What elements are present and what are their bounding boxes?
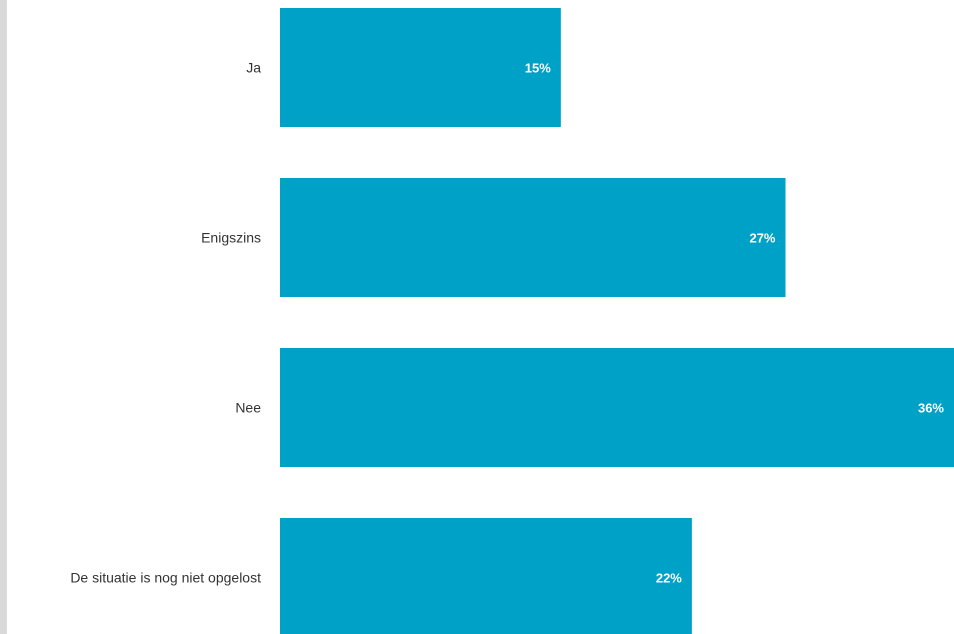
bar-3 (280, 518, 692, 634)
bar-0 (280, 8, 561, 127)
category-label-2: Nee (235, 400, 261, 416)
left-border-strip (0, 0, 7, 634)
value-label-3: 22% (656, 571, 682, 586)
value-label-0: 15% (525, 61, 551, 76)
category-label-3: De situatie is nog niet opgelost (70, 570, 261, 586)
value-label-2: 36% (918, 401, 944, 416)
category-label-0: Ja (246, 60, 261, 76)
bar-1 (280, 178, 786, 297)
value-label-1: 27% (749, 231, 775, 246)
category-label-1: Enigszins (201, 230, 261, 246)
bar-2 (280, 348, 954, 467)
